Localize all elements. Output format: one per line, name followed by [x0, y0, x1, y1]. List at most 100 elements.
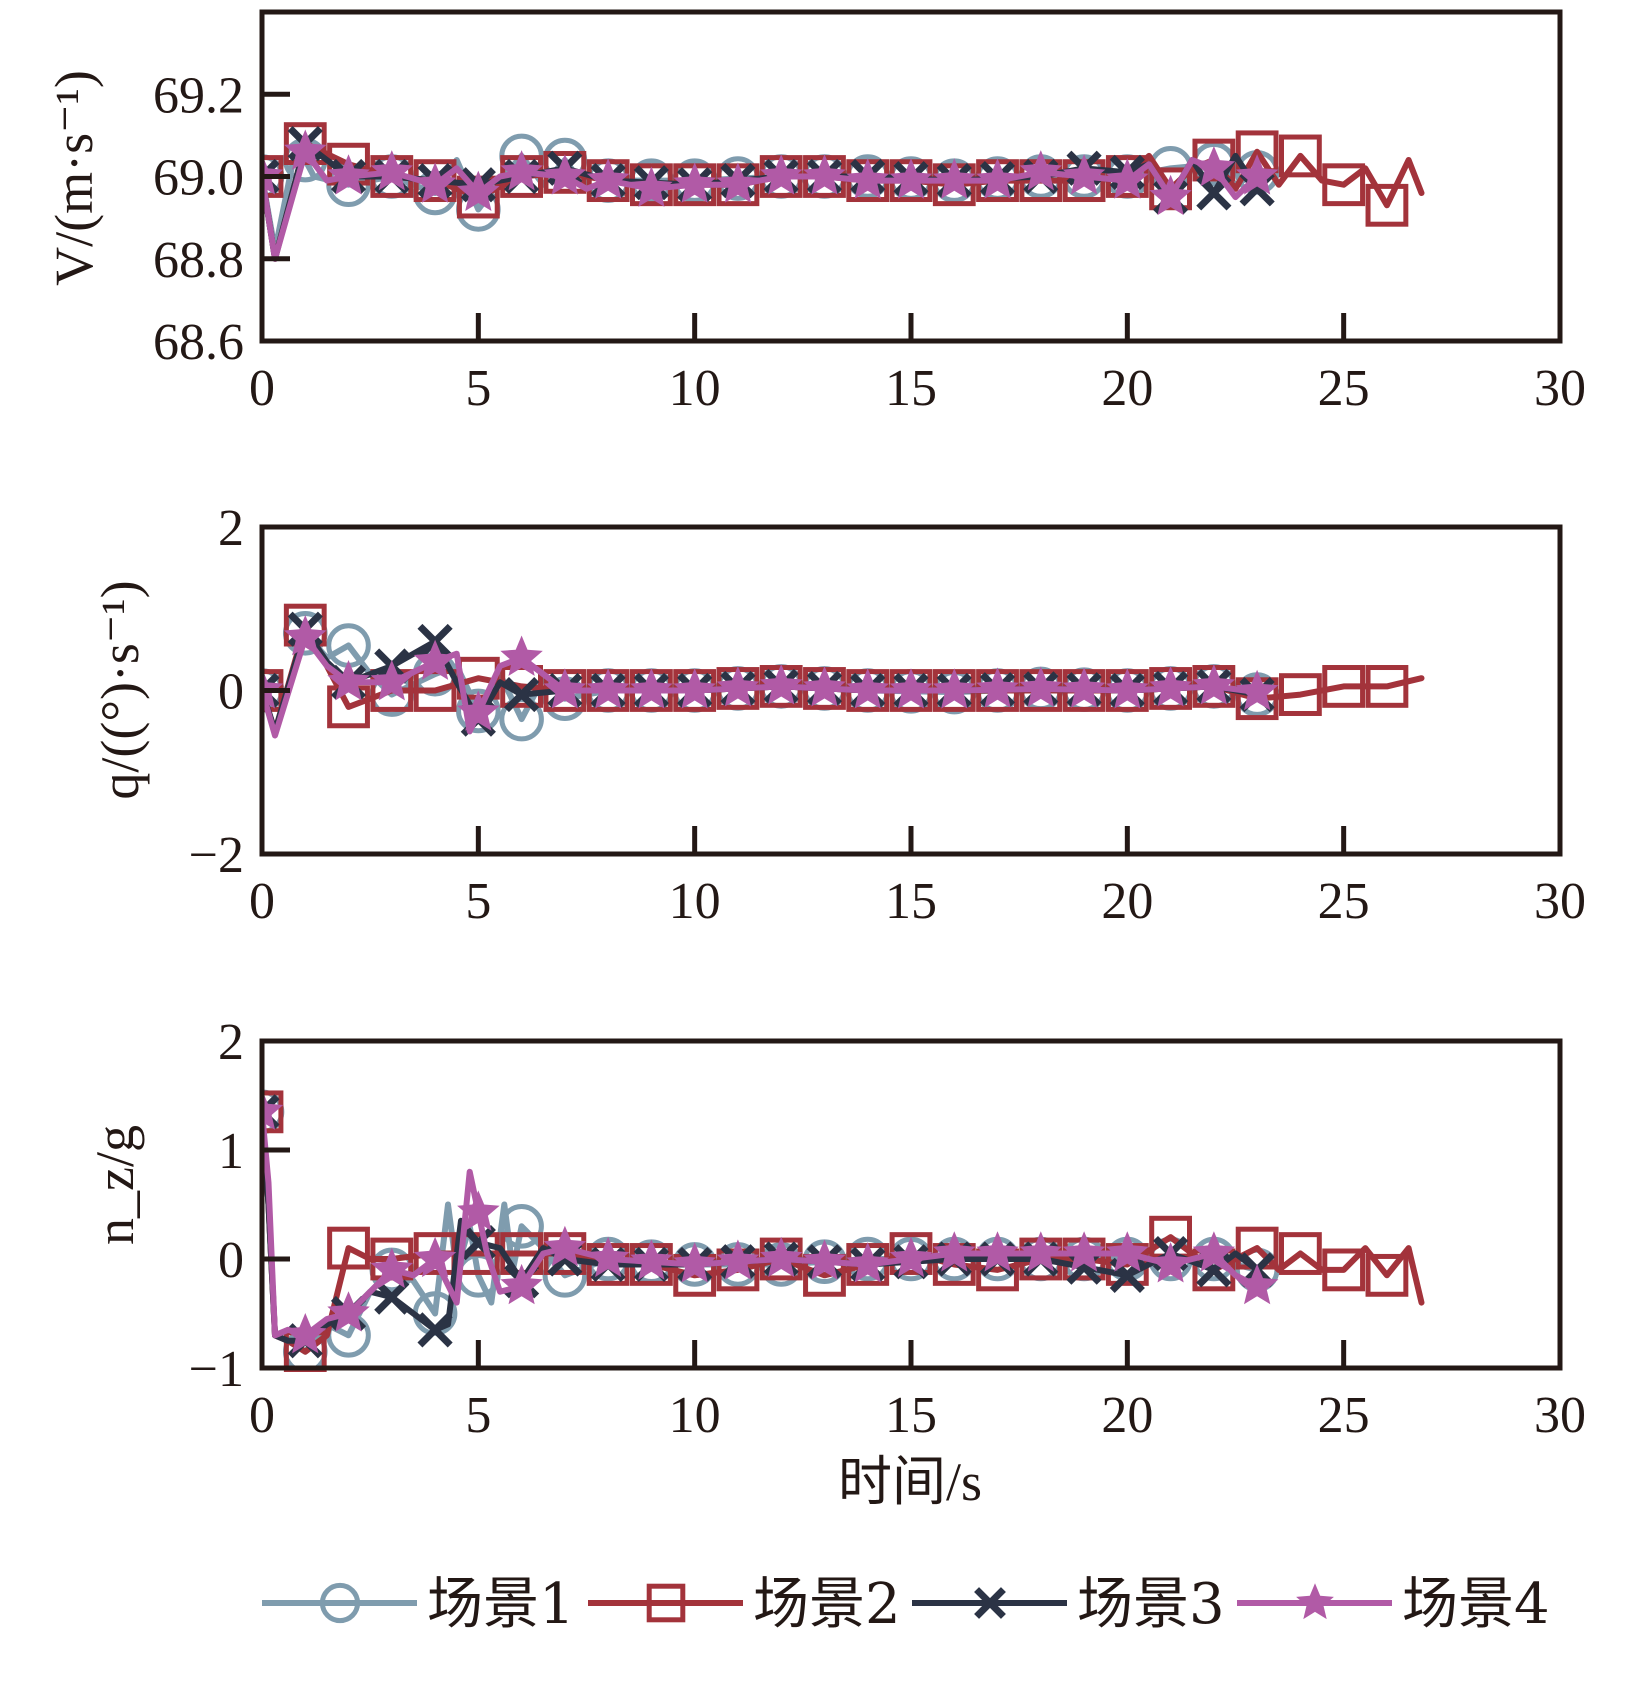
series-marker-场景4 [1235, 1263, 1279, 1305]
series-marker-场景2 [1149, 167, 1192, 211]
series-marker-场景4 [803, 666, 846, 707]
series-marker-场景4 [1149, 174, 1192, 216]
series-marker-场景4 [976, 1231, 1019, 1272]
series-marker-场景4 [976, 158, 1019, 199]
x-tick-label: 0 [249, 873, 275, 930]
series-marker-场景4 [1019, 666, 1062, 707]
plot-frame [259, 1038, 1563, 1371]
y-tick-label: 2 [218, 1014, 244, 1071]
time-axis-title: 时间/s [838, 1452, 982, 1512]
series-marker-场景4 [976, 667, 1019, 708]
series-marker-场景4 [500, 1263, 543, 1305]
y-tick-label: 68.6 [153, 314, 244, 371]
x-tick-label: 10 [669, 360, 721, 417]
series-marker-场景4 [543, 154, 587, 195]
x-tick-label: 25 [1318, 360, 1370, 417]
series-marker-场景4 [1019, 150, 1062, 191]
series-marker-场景4 [1192, 146, 1236, 187]
series-marker-场景4 [500, 150, 543, 191]
x-tick-label: 20 [1101, 873, 1153, 930]
series-marker-场景2 [1279, 134, 1322, 178]
series-marker-场景4 [1019, 1231, 1062, 1272]
series-marker-场景4 [673, 162, 716, 203]
series-marker-场景4 [413, 162, 457, 203]
series-marker-场景4 [1062, 667, 1106, 708]
y-tick-label: 1 [218, 1123, 244, 1180]
series-marker-场景4 [457, 1190, 500, 1231]
x-tick-label: 0 [249, 360, 275, 417]
y-tick-label: 2 [218, 500, 244, 557]
series-marker-场景4 [630, 166, 673, 207]
series-marker-场景4 [1235, 669, 1279, 711]
series-marker-场景4 [760, 154, 803, 195]
series-marker-场景4 [889, 1236, 933, 1278]
x-tick-label: 5 [465, 873, 491, 930]
series-marker-场景2 [1322, 163, 1366, 207]
series-line-场景3 [262, 1108, 1261, 1344]
series-marker-场景1 [499, 1204, 544, 1249]
series-marker-场景4 [327, 660, 370, 701]
series-marker-场景4 [630, 668, 673, 709]
x-tick-label: 15 [885, 360, 937, 417]
series-marker-场景4 [933, 158, 976, 199]
series-marker-场景4 [413, 639, 457, 680]
series-marker-场景4 [846, 1242, 889, 1283]
series-marker-场景2 [1322, 1248, 1366, 1292]
y-tick-label: 0 [218, 1232, 244, 1289]
series-line-场景1 [262, 1108, 1261, 1355]
series-marker-场景4 [457, 690, 500, 731]
x-tick-label: 10 [669, 873, 721, 930]
y-tick-label: 69.2 [153, 67, 244, 124]
series-marker-场景4 [1106, 668, 1149, 709]
x-tick-label: 0 [249, 1387, 275, 1444]
x-tick-label: 25 [1318, 873, 1370, 930]
series-marker-场景4 [889, 668, 933, 709]
x-tick-label: 5 [465, 360, 491, 417]
velocity-axis-title: V/(m·s⁻¹) [44, 70, 104, 286]
x-tick-label: 25 [1318, 1387, 1370, 1444]
series-marker-场景4 [716, 162, 760, 203]
x-tick-label: 15 [885, 873, 937, 930]
series-marker-场景4 [846, 158, 889, 199]
legend-item-场景1: 场景1 [262, 1572, 575, 1637]
series-marker-场景4 [1062, 1231, 1106, 1272]
series-marker-场景4 [543, 1225, 587, 1267]
series-marker-场景4 [716, 1239, 760, 1280]
series-marker-场景4 [327, 1291, 370, 1332]
series-marker-场景4 [543, 668, 587, 709]
series-marker-场景4 [1149, 666, 1192, 707]
series-marker-场景2 [327, 1226, 370, 1270]
legend-item-场景2: 场景2 [588, 1572, 901, 1637]
x-tick-label: 10 [669, 1387, 721, 1444]
series-marker-场景4 [262, 1089, 284, 1130]
series-marker-场景4 [716, 666, 760, 707]
legend: 场景1 场景2 场景3 场景4 [262, 1572, 1550, 1637]
x-tick-label: 30 [1534, 360, 1586, 417]
series-marker-场景4 [586, 668, 630, 709]
legend-marker-star [1296, 1583, 1334, 1620]
series-line-场景4 [262, 1108, 1261, 1339]
series-marker-场景4 [500, 635, 543, 676]
series-marker-场景4 [1106, 1231, 1149, 1272]
series-marker-场景4 [284, 129, 327, 170]
series-marker-场景2 [1365, 665, 1409, 708]
series-marker-场景4 [803, 1239, 846, 1280]
x-tick-label: 20 [1101, 360, 1153, 417]
series-marker-场景3 [504, 676, 540, 713]
x-tick-label: 15 [885, 1387, 937, 1444]
legend-item-场景4: 场景4 [1237, 1572, 1550, 1637]
legend-label: 场景4 [1402, 1572, 1550, 1637]
y-tick-label: 69.0 [153, 150, 244, 207]
series-marker-场景2 [1365, 1253, 1409, 1297]
x-tick-label: 5 [465, 1387, 491, 1444]
series-marker-场景4 [457, 170, 500, 211]
series-marker-场景2 [1365, 183, 1409, 227]
load-factor-axis-title: n_z/g [85, 1125, 145, 1245]
series-marker-场景4 [760, 664, 803, 705]
series-marker-场景4 [370, 1247, 413, 1288]
y-tick-label: 0 [218, 664, 244, 721]
series-marker-场景4 [846, 668, 889, 709]
series-marker-场景4 [673, 668, 716, 709]
series-marker-场景4 [760, 1236, 803, 1278]
